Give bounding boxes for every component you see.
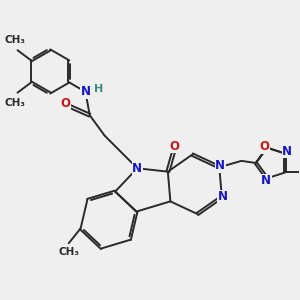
Text: N: N — [215, 160, 225, 172]
Text: N: N — [132, 162, 142, 175]
Text: N: N — [218, 190, 228, 203]
Text: O: O — [61, 97, 70, 110]
Text: O: O — [169, 140, 179, 153]
Text: H: H — [94, 84, 103, 94]
Text: CH₃: CH₃ — [58, 247, 79, 257]
Text: N: N — [261, 174, 271, 188]
Text: CH₃: CH₃ — [5, 35, 26, 45]
Text: O: O — [260, 140, 269, 153]
Text: N: N — [80, 85, 91, 98]
Text: CH₃: CH₃ — [5, 98, 26, 108]
Text: N: N — [282, 145, 292, 158]
